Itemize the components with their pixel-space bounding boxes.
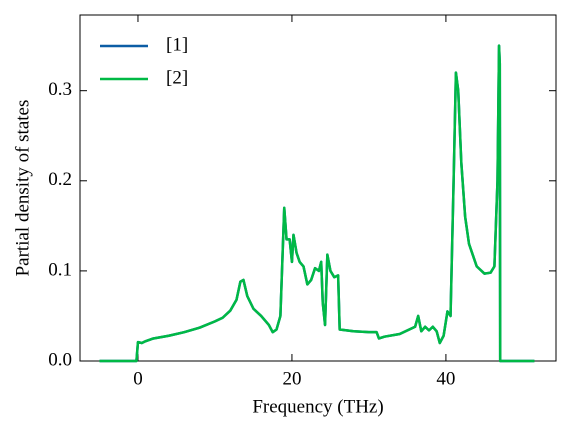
y-tick-label: 0.3 xyxy=(48,79,72,100)
line-series xyxy=(99,44,535,363)
legend-label: [1] xyxy=(166,34,188,55)
y-tick-label: 0.0 xyxy=(48,349,72,370)
x-axis-label: Frequency (THz) xyxy=(252,396,383,417)
x-tick-label: 40 xyxy=(436,368,455,389)
y-tick-label: 0.1 xyxy=(48,259,72,280)
legend-label: [2] xyxy=(166,67,188,88)
line-series xyxy=(99,44,535,363)
y-axis-label: Partial density of states xyxy=(12,100,33,277)
y-tick-label: 0.2 xyxy=(48,169,72,190)
x-tick-label: 20 xyxy=(282,368,301,389)
x-tick-label: 0 xyxy=(133,368,143,389)
plot-frame xyxy=(79,14,557,362)
